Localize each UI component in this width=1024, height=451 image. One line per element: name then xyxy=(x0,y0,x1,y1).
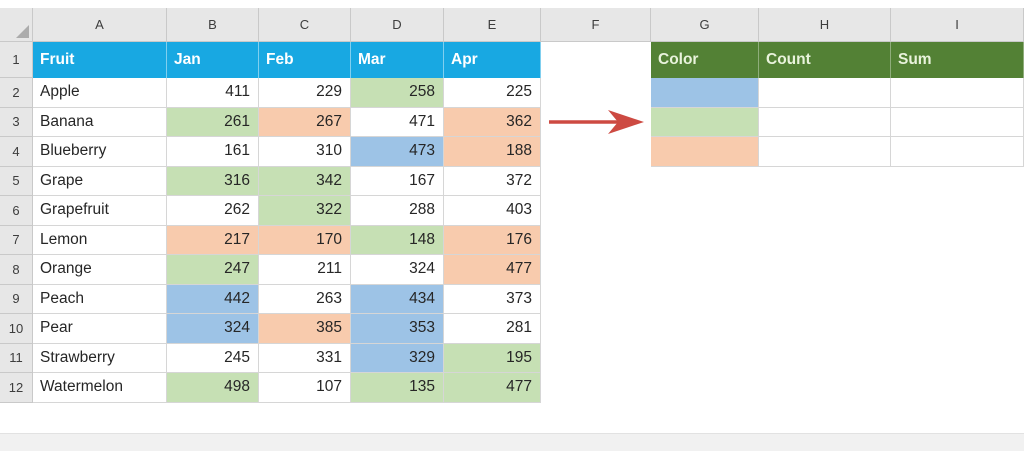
col-header-H[interactable]: H xyxy=(759,8,891,42)
cell-D7[interactable]: 148 xyxy=(351,225,444,255)
row-header-6[interactable]: 6 xyxy=(0,196,33,226)
row-header-3[interactable]: 3 xyxy=(0,107,33,137)
cell-D5[interactable]: 167 xyxy=(351,166,444,196)
cell-D12[interactable]: 135 xyxy=(351,373,444,403)
row-header-8[interactable]: 8 xyxy=(0,255,33,285)
cell-I3[interactable] xyxy=(891,107,1024,137)
cell-D1[interactable]: Mar xyxy=(351,42,444,78)
cell-E2[interactable]: 225 xyxy=(444,78,541,108)
cell-E8[interactable]: 477 xyxy=(444,255,541,285)
cell-E7[interactable]: 176 xyxy=(444,225,541,255)
row-header-7[interactable]: 7 xyxy=(0,225,33,255)
cell-D11[interactable]: 329 xyxy=(351,343,444,373)
cell-D8[interactable]: 324 xyxy=(351,255,444,285)
cell-C4[interactable]: 310 xyxy=(259,137,351,167)
cell-E11[interactable]: 195 xyxy=(444,343,541,373)
cell-B5[interactable]: 316 xyxy=(167,166,259,196)
col-header-B[interactable]: B xyxy=(167,8,259,42)
cell-H4[interactable] xyxy=(759,137,891,167)
cell-C11[interactable]: 331 xyxy=(259,343,351,373)
cell-D10[interactable]: 353 xyxy=(351,314,444,344)
cell-B4[interactable]: 161 xyxy=(167,137,259,167)
right-arrow-icon[interactable] xyxy=(541,108,651,138)
cell-A8[interactable]: Orange xyxy=(33,255,167,285)
cell-D2[interactable]: 258 xyxy=(351,78,444,108)
cell-C9[interactable]: 263 xyxy=(259,284,351,314)
cell-A3[interactable]: Banana xyxy=(33,107,167,137)
cell-E1[interactable]: Apr xyxy=(444,42,541,78)
cell-I1[interactable]: Sum xyxy=(891,42,1024,78)
cell-B9[interactable]: 442 xyxy=(167,284,259,314)
cell-B1[interactable]: Jan xyxy=(167,42,259,78)
cell-G2[interactable] xyxy=(651,78,759,108)
cell-D9[interactable]: 434 xyxy=(351,284,444,314)
select-all-triangle-icon xyxy=(16,25,29,38)
cell-I2[interactable] xyxy=(891,78,1024,108)
cell-H3[interactable] xyxy=(759,107,891,137)
cell-E5[interactable]: 372 xyxy=(444,166,541,196)
row-header-10[interactable]: 10 xyxy=(0,314,33,344)
cell-A7[interactable]: Lemon xyxy=(33,225,167,255)
cell-I4[interactable] xyxy=(891,137,1024,167)
cell-A6[interactable]: Grapefruit xyxy=(33,196,167,226)
cell-C5[interactable]: 342 xyxy=(259,166,351,196)
bottom-divider xyxy=(0,433,1024,451)
cell-B7[interactable]: 217 xyxy=(167,225,259,255)
cell-E12[interactable]: 477 xyxy=(444,373,541,403)
cell-E3[interactable]: 362 xyxy=(444,107,541,137)
cell-G4[interactable] xyxy=(651,137,759,167)
col-header-D[interactable]: D xyxy=(351,8,444,42)
row-header-11[interactable]: 11 xyxy=(0,343,33,373)
sheet-grid: A B C D E F G H I 1 2 3 4 5 6 7 8 9 10 11 12 Fruit Jan Feb Mar Ap… xyxy=(0,8,1024,403)
cell-C3[interactable]: 267 xyxy=(259,107,351,137)
cell-B3[interactable]: 261 xyxy=(167,107,259,137)
col-header-C[interactable]: C xyxy=(259,8,351,42)
col-header-E[interactable]: E xyxy=(444,8,541,42)
cell-B6[interactable]: 262 xyxy=(167,196,259,226)
cell-E4[interactable]: 188 xyxy=(444,137,541,167)
cell-C12[interactable]: 107 xyxy=(259,373,351,403)
cell-C1[interactable]: Feb xyxy=(259,42,351,78)
cell-B2[interactable]: 411 xyxy=(167,78,259,108)
cell-B11[interactable]: 245 xyxy=(167,343,259,373)
cell-C6[interactable]: 322 xyxy=(259,196,351,226)
cell-A5[interactable]: Grape xyxy=(33,166,167,196)
cell-D3[interactable]: 471 xyxy=(351,107,444,137)
col-header-G[interactable]: G xyxy=(651,8,759,42)
cell-C8[interactable]: 211 xyxy=(259,255,351,285)
cell-B12[interactable]: 498 xyxy=(167,373,259,403)
cell-A10[interactable]: Pear xyxy=(33,314,167,344)
cell-A4[interactable]: Blueberry xyxy=(33,137,167,167)
cell-E10[interactable]: 281 xyxy=(444,314,541,344)
cell-E9[interactable]: 373 xyxy=(444,284,541,314)
row-header-1[interactable]: 1 xyxy=(0,42,33,78)
cell-A11[interactable]: Strawberry xyxy=(33,343,167,373)
cell-A12[interactable]: Watermelon xyxy=(33,373,167,403)
col-header-A[interactable]: A xyxy=(33,8,167,42)
cell-D6[interactable]: 288 xyxy=(351,196,444,226)
cell-B8[interactable]: 247 xyxy=(167,255,259,285)
cell-A2[interactable]: Apple xyxy=(33,78,167,108)
cell-G1[interactable]: Color xyxy=(651,42,759,78)
cell-G3[interactable] xyxy=(651,107,759,137)
cell-H1[interactable]: Count xyxy=(759,42,891,78)
cell-D4[interactable]: 473 xyxy=(351,137,444,167)
cell-B10[interactable]: 324 xyxy=(167,314,259,344)
row-header-12[interactable]: 12 xyxy=(0,373,33,403)
col-header-I[interactable]: I xyxy=(891,8,1024,42)
cell-C7[interactable]: 170 xyxy=(259,225,351,255)
cell-C10[interactable]: 385 xyxy=(259,314,351,344)
cell-A9[interactable]: Peach xyxy=(33,284,167,314)
cell-H2[interactable] xyxy=(759,78,891,108)
cell-C2[interactable]: 229 xyxy=(259,78,351,108)
row-header-9[interactable]: 9 xyxy=(0,284,33,314)
col-header-F[interactable]: F xyxy=(541,8,651,42)
select-all-corner[interactable] xyxy=(0,8,33,42)
row-header-4[interactable]: 4 xyxy=(0,137,33,167)
cell-A1[interactable]: Fruit xyxy=(33,42,167,78)
row-header-2[interactable]: 2 xyxy=(0,78,33,108)
row-header-5[interactable]: 5 xyxy=(0,166,33,196)
cell-E6[interactable]: 403 xyxy=(444,196,541,226)
